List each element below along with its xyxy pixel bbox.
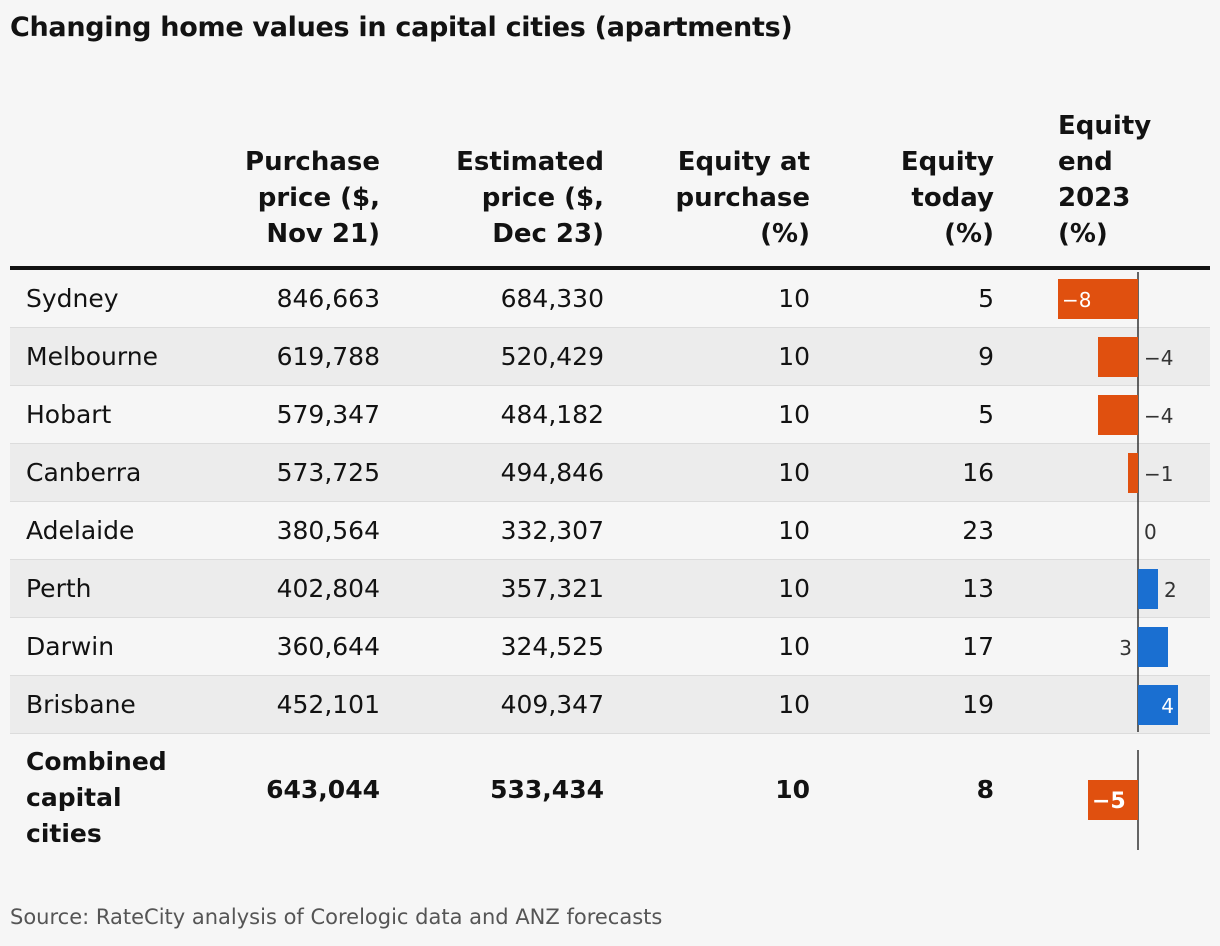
equity-at-purchase-cell: 10 [778,632,810,661]
equity-today-cell: 17 [962,632,994,661]
equity-today-cell: 16 [962,458,994,487]
bar-perth [1138,569,1158,609]
city-cell: Perth [26,574,92,603]
city-cell: Combined capital cities [26,747,167,848]
table-row: Canberra 573,725 494,846 10 16 [10,444,1210,502]
header-estimated-price: Estimated price ($, Dec 23) [456,147,604,249]
bar-label: 4 [1161,694,1174,718]
bar-label: 3 [1119,636,1132,660]
bar-label: −5 [1092,789,1126,814]
purchase-price-cell: 452,101 [276,690,380,719]
table-row: Adelaide 380,564 332,307 10 23 [10,502,1210,560]
city-cell: Melbourne [26,342,158,371]
estimated-price-cell: 332,307 [500,516,604,545]
equity-today-cell: 13 [962,574,994,603]
estimated-price-cell: 684,330 [500,284,604,313]
city-cell: Canberra [26,458,142,487]
estimated-price-cell: 484,182 [500,400,604,429]
equity-today-cell: 19 [962,690,994,719]
equity-today-cell: 9 [978,342,994,371]
estimated-price-cell: 494,846 [500,458,604,487]
estimated-price-cell: 520,429 [500,342,604,371]
equity-at-purchase-cell: 10 [778,516,810,545]
header-purchase-price: Purchase price ($, Nov 21) [245,147,380,249]
purchase-price-cell: 846,663 [276,284,380,313]
header-equity-today: Equity today (%) [900,147,994,249]
equity-at-purchase-cell: 10 [778,284,810,313]
table-row: Hobart 579,347 484,182 10 5 [10,386,1210,444]
purchase-price-cell: 402,804 [276,574,380,603]
bar-brisbane [1138,685,1178,725]
bar-sydney [1058,279,1138,319]
header-equity-at-purchase: Equity at purchase (%) [675,147,810,249]
estimated-price-cell: 409,347 [500,690,604,719]
purchase-price-cell: 643,044 [266,775,380,804]
table-row: Perth 402,804 357,321 10 13 [10,560,1210,618]
total-row: Combined capital cities 643,044 533,434 10 8 [10,734,1210,848]
equity-today-cell: 5 [978,284,994,313]
header-rule [10,266,1210,270]
city-cell: Adelaide [26,516,135,545]
equity-at-purchase-cell: 10 [778,342,810,371]
bar-label: −8 [1062,288,1091,312]
purchase-price-cell: 360,644 [276,632,380,661]
bar-hobart [1098,395,1138,435]
purchase-price-cell: 619,788 [276,342,380,371]
estimated-price-cell: 324,525 [500,632,604,661]
estimated-price-cell: 533,434 [490,775,604,804]
source-note: Source: RateCity analysis of Corelogic d… [10,905,663,929]
bar-label: −4 [1144,346,1173,370]
equity-at-purchase-cell: 10 [775,775,810,804]
table-row: Brisbane 452,101 409,347 10 19 [10,676,1210,734]
equity-at-purchase-cell: 10 [778,458,810,487]
chart-title: Changing home values in capital cities (… [10,12,793,43]
equity-today-cell: 5 [978,400,994,429]
equity-at-purchase-cell: 10 [778,400,810,429]
equity-at-purchase-cell: 10 [778,574,810,603]
header-equity-end-2023: Equity end 2023 (%) [1058,111,1152,249]
city-cell: Brisbane [26,690,136,719]
bar-label: −1 [1144,462,1173,486]
purchase-price-cell: 573,725 [276,458,380,487]
table-row: Melbourne 619,788 520,429 10 9 [10,328,1210,386]
bar-label: 2 [1164,578,1177,602]
city-cell: Darwin [26,632,115,661]
city-cell: Hobart [26,400,112,429]
equity-today-cell: 23 [962,516,994,545]
bar-label: 0 [1144,520,1157,544]
bar-canberra [1128,453,1138,493]
city-cell: Sydney [26,284,119,313]
purchase-price-cell: 579,347 [276,400,380,429]
purchase-price-cell: 380,564 [276,516,380,545]
table-row: Sydney 846,663 684,330 10 5 [10,270,1210,328]
estimated-price-cell: 357,321 [500,574,604,603]
bar-melbourne [1098,337,1138,377]
table-row: Darwin 360,644 324,525 10 17 [10,618,1210,676]
bar-combined-capital-cities [1088,780,1138,820]
bar-darwin [1138,627,1168,667]
bar-label: −4 [1144,404,1173,428]
equity-today-cell: 8 [976,775,994,804]
equity-at-purchase-cell: 10 [778,690,810,719]
